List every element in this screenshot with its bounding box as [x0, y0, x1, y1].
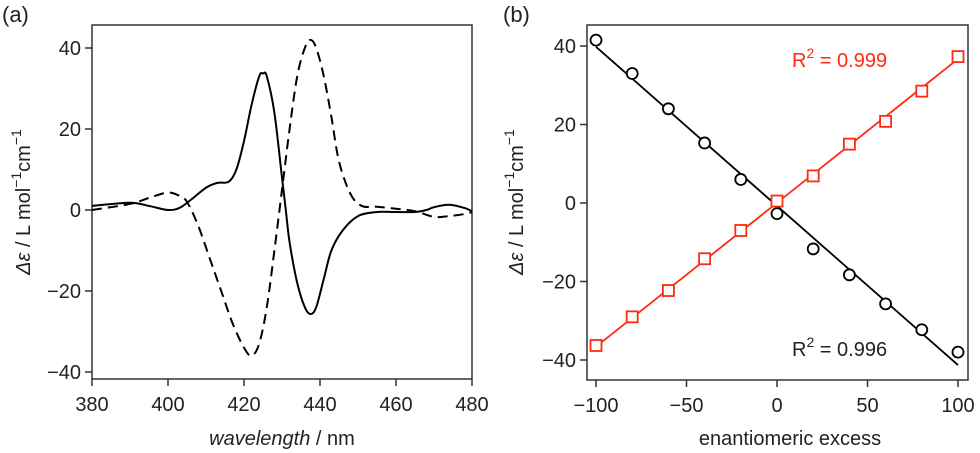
r2-red-annotation: R2 = 0.999	[792, 45, 887, 72]
circle-data-point	[698, 136, 711, 150]
x-tick-label: 400	[151, 394, 184, 416]
square-data-point	[625, 310, 639, 324]
square-data-point	[589, 339, 603, 352]
r2-sup: 2	[806, 334, 814, 350]
r2-r: R	[792, 50, 806, 72]
square-data-point	[806, 169, 820, 183]
square-data-point	[770, 194, 784, 208]
ylabel-unit2: cm	[506, 145, 528, 172]
circle-data-point	[843, 268, 856, 282]
xlabel-italic: wavelength	[209, 428, 310, 450]
y-tick-label: −40	[542, 350, 576, 372]
r2-sup: 2	[806, 45, 814, 61]
r2-r: R	[792, 339, 806, 361]
y-tick-label: 20	[59, 119, 81, 141]
circle-data-point	[770, 207, 784, 220]
y-tick-label: −20	[542, 272, 576, 294]
square-data-point	[734, 224, 748, 237]
panel-a-frame	[91, 24, 473, 380]
square-data-point	[698, 252, 711, 266]
square-data-point	[951, 50, 965, 63]
y-tick-label: 20	[554, 115, 576, 137]
circle-data-point	[625, 67, 639, 80]
square-data-point	[843, 137, 856, 151]
panel-b-marks	[589, 33, 965, 366]
xlabel-rest: / nm	[310, 428, 354, 450]
x-tick-label: 420	[227, 394, 260, 416]
x-tick-label: 100	[941, 395, 974, 417]
r2-value: = 0.996	[814, 339, 887, 361]
x-tick-label: 0	[771, 395, 782, 417]
panel-b-label: (b)	[503, 2, 530, 27]
circle-data-point	[951, 345, 965, 359]
x-tick-label: −100	[573, 395, 618, 417]
ylabel-sup2: −1	[501, 129, 517, 145]
y-tick-label: 40	[554, 36, 576, 58]
ylabel-sup: −1	[501, 172, 517, 188]
ylabel-unit: / L mol	[506, 188, 528, 253]
panel-a-xlabel: wavelength / nm	[209, 428, 355, 450]
ylabel-unit: / L mol	[13, 188, 35, 253]
panel-b: (b) −100 −50 0 50 100 −40 −20 0 20 40 enantiomeri…	[501, 2, 975, 450]
panel-a-ylabel: Δε / L mol−1cm−1	[8, 129, 35, 276]
x-tick-label: 460	[379, 394, 412, 416]
panel-b-ticks: −100 −50 0 50 100 −40 −20 0 20 40	[542, 36, 975, 417]
circle-data-point	[589, 33, 603, 47]
circle-data-point	[662, 102, 675, 116]
circle-data-point	[915, 323, 929, 337]
dashed-spectrum-line	[91, 38, 473, 357]
ylabel-symbol: Δε	[506, 251, 528, 275]
panel-b-ylabel: Δε / L mol−1cm−1	[501, 129, 528, 276]
square-data-point	[662, 284, 675, 297]
panel-a-ticks: 380 400 420 440 460 480 −40 −20 0 20 40	[47, 38, 489, 416]
x-tick-label: 440	[303, 394, 336, 416]
y-tick-label: −20	[47, 281, 81, 303]
circle-data-point	[806, 242, 820, 256]
x-tick-label: 380	[75, 394, 108, 416]
circle-data-point	[734, 173, 748, 186]
solid-spectrum-line	[91, 71, 473, 316]
square-data-point	[879, 114, 892, 128]
x-tick-label: 50	[856, 395, 878, 417]
square-data-point	[915, 84, 929, 98]
ylabel-unit2: cm	[13, 145, 35, 172]
ylabel-sup2: −1	[8, 129, 24, 145]
circle-data-point	[879, 297, 892, 311]
y-tick-label: 0	[565, 193, 576, 215]
ylabel-symbol: Δε	[13, 251, 35, 275]
r2-black-annotation: R2 = 0.996	[792, 334, 887, 361]
y-tick-label: 0	[70, 200, 81, 222]
panel-a: (a) 380 400 420 440 460 480 −40 −20 0 20 40 wavele…	[2, 2, 489, 450]
panel-a-lines	[91, 38, 473, 357]
y-tick-label: −40	[47, 362, 81, 384]
y-tick-label: 40	[59, 38, 81, 60]
x-tick-label: 480	[455, 394, 488, 416]
panel-b-xlabel: enantiomeric excess	[699, 428, 881, 450]
x-tick-label: −50	[670, 395, 704, 417]
panel-a-label: (a)	[2, 2, 29, 27]
ylabel-sup: −1	[8, 172, 24, 188]
r2-value: = 0.999	[814, 50, 887, 72]
